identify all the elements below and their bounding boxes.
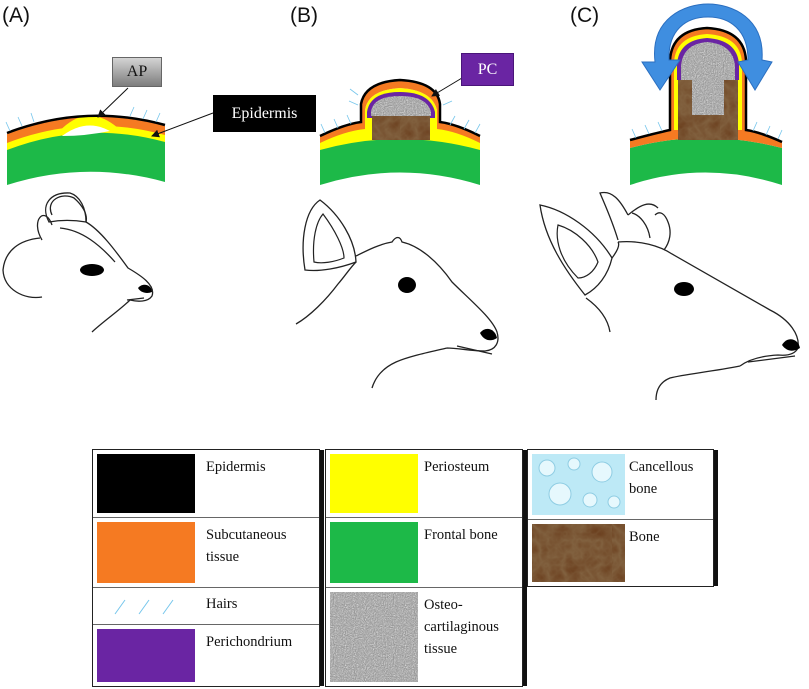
panel-c-epidermis [629,26,783,144]
legend-label: Osteo-cartilaginous tissue [424,597,499,657]
panel-b-subcutaneous [320,80,480,143]
speckled-swatch-icon [330,592,418,682]
rotation-arrow-icon [641,3,773,91]
legend-label: Subcutaneous tissue [206,527,287,565]
panel-b-eye [398,277,416,293]
bubbles-swatch-icon [532,454,625,515]
legend-label: Bone [629,529,660,545]
legend-label: Perichondrium [206,634,293,650]
panel-b-hairs [320,88,481,134]
panel-a-frontal-bone [7,130,165,185]
legend-label: Periosteum [424,459,490,475]
panel-c-nose [782,339,800,351]
callout-pc: PC [461,53,514,86]
panel-a-ap-leader [97,87,129,118]
legend-item-subcutaneous: Subcutaneous tissue [93,518,319,588]
panel-b-mouth [456,345,493,355]
brown-swatch-icon [532,524,625,582]
panel-label-a: (A) [2,4,30,27]
callout-ap: AP [112,57,162,87]
panel-c-ear [539,204,613,296]
legend-item-periosteum: Periosteum [326,450,522,518]
panel-c-head-outline [585,240,799,401]
panel-a-mouth [126,297,145,301]
hairs-lines-icon [114,599,174,615]
panel-c-eye [674,282,694,296]
panel-c-frontal-bone [630,138,782,185]
legend-item-bone: Bone [528,520,713,586]
legend-column-1: Epidermis Subcutaneous tissue Hairs Peri… [92,449,324,687]
legend-item-osteo-cartilaginous: Osteo-cartilaginous tissue [326,588,522,686]
legend-label: Hairs [206,596,238,612]
black-swatch-icon [97,454,195,513]
panel-b-head-outline [295,236,499,389]
panel-c-section [539,3,800,401]
legend-item-hairs: Hairs [93,588,319,625]
panel-label-c: (C) [570,4,600,27]
panel-a-nose [138,284,152,293]
panel-b-nose [480,328,497,341]
panel-a-eye [80,264,104,276]
legend-item-epidermis: Epidermis [93,450,319,518]
panel-c-antler-stubs [599,191,671,251]
panel-a-head-outline [2,195,154,333]
panel-a-section [2,87,214,333]
green-swatch-icon [330,522,418,583]
legend-label: Epidermis [206,459,266,475]
legend-column-2: Periosteum Frontal bone Osteo-cartilagin… [325,449,527,687]
panel-b-section [295,77,499,389]
panel-label-b: (B) [290,4,318,27]
panel-a-hairs [5,106,161,132]
panel-a-pedicle-core [62,125,110,136]
panel-c-inner-ear [556,224,599,279]
yellow-swatch-icon [330,454,418,513]
orange-swatch-icon [97,522,195,583]
legend-label: Cancellous bone [629,459,694,497]
hairs-swatch-icon [97,592,195,620]
panel-b-ear [302,199,357,272]
panel-b-epidermis [319,78,481,138]
panel-b-pc-leader [431,77,463,97]
panel-a-ear [45,192,87,223]
panel-b-osteo-cartilage [371,96,431,116]
panel-a-epidermis-leader [151,112,214,138]
panel-b-frontal-bone [320,138,480,185]
legend-item-perichondrium: Perichondrium [93,625,319,686]
legend-item-frontal-bone: Frontal bone [326,518,522,588]
panel-c-mouth [747,355,796,363]
panel-c-osteo-cartilage [681,42,735,80]
panel-b-bone [372,116,430,140]
legend-label: Frontal bone [424,527,498,543]
bubbles-texture-icon [538,457,621,509]
panel-b-inner-ear [312,213,345,264]
panel-a-epidermis [6,114,166,135]
purple-swatch-icon [97,629,195,682]
callout-epidermis: Epidermis [213,95,316,132]
panel-c-core [692,80,724,115]
panel-c-hairs [631,121,783,140]
diagram-canvas [2,3,800,401]
panel-c-bone-base [678,115,738,140]
legend-column-3: Cancellous bone Bone [527,449,718,587]
speckled-texture-icon [330,592,418,682]
legend-item-cancellous-bone: Cancellous bone [528,450,713,520]
brown-texture-icon [532,524,625,582]
panel-a-subcutaneous [7,116,165,143]
